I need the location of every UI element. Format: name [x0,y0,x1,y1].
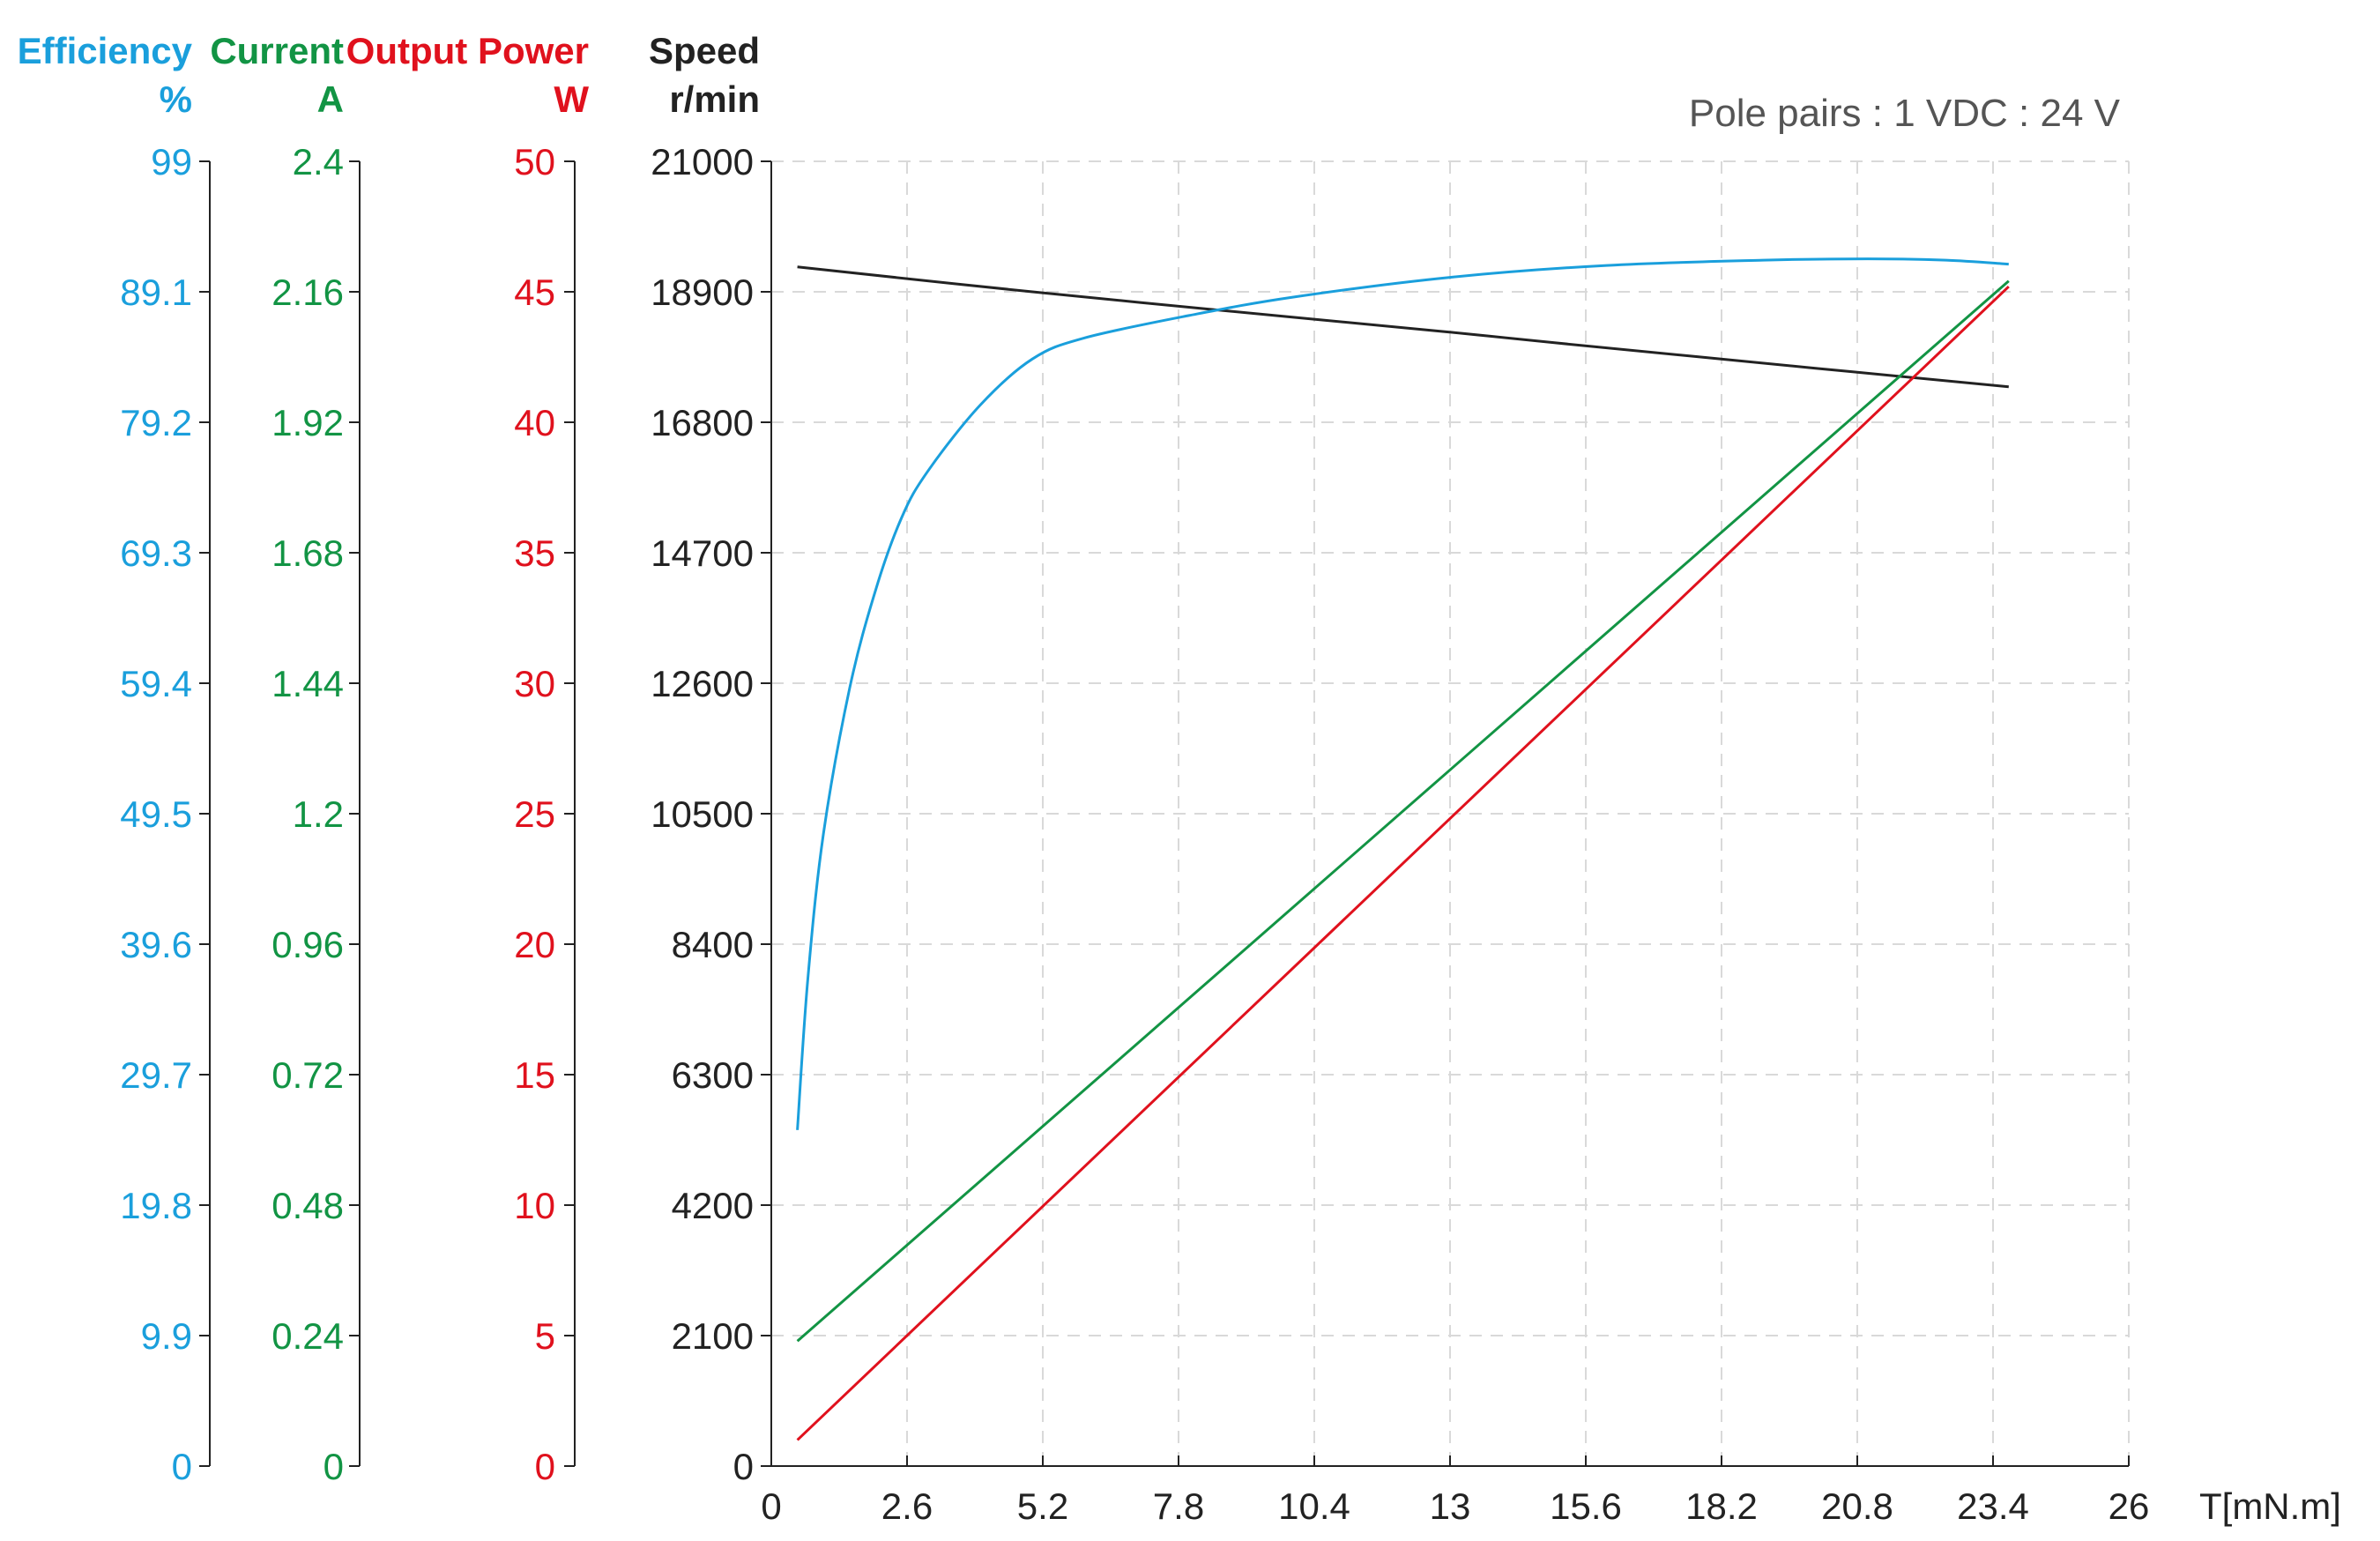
axes-layer [199,160,2130,1467]
current-tick-label: 2.4 [293,141,344,182]
power-tick-label: 20 [514,924,555,965]
x-axis-label: T[mN.m] [2199,1485,2341,1527]
power-tick-label: 10 [514,1185,555,1226]
x-tick-label: 23.4 [1957,1485,2029,1527]
current-tick-label: 0.96 [271,924,344,965]
speed-tick-label: 0 [733,1446,754,1487]
current-tick-label: 1.92 [271,402,344,443]
x-tick-label: 26 [2109,1485,2150,1527]
efficiency-tick-label: 9.9 [141,1315,192,1357]
current-tick-label: 1.44 [271,663,344,704]
current-tick-label: 0.24 [271,1315,344,1357]
efficiency-tick-label: 29.7 [120,1054,192,1096]
efficiency-tick-label: 59.4 [120,663,192,704]
efficiency-tick-label: 49.5 [120,793,192,835]
power-tick-label: 30 [514,663,555,704]
speed-tick-label: 6300 [672,1054,754,1096]
efficiency-tick-label: 0 [172,1446,192,1487]
speed-tick-label: 10500 [651,793,754,835]
x-tick-label: 7.8 [1153,1485,1204,1527]
power-tick-label: 0 [535,1446,555,1487]
efficiency-axis-unit: % [160,78,192,120]
speed-axis-unit: r/min [669,78,760,120]
power-tick-label: 5 [535,1315,555,1357]
speed-tick-label: 2100 [672,1315,754,1357]
speed-tick-label: 16800 [651,402,754,443]
speed-tick-label: 14700 [651,532,754,574]
speed-tick-label: 18900 [651,272,754,313]
speed-axis-title: Speed [649,30,760,71]
speed-tick-label: 8400 [672,924,754,965]
current-tick-label: 0.48 [271,1185,344,1226]
x-tick-label: 5.2 [1017,1485,1068,1527]
current-tick-label: 1.68 [271,532,344,574]
x-tick-label: 20.8 [1821,1485,1893,1527]
power-tick-label: 50 [514,141,555,182]
power-axis-unit: W [554,78,589,120]
x-tick-label: 18.2 [1685,1485,1758,1527]
current-axis-unit: A [317,78,344,120]
power-tick-label: 40 [514,402,555,443]
current-tick-label: 0 [324,1446,344,1487]
efficiency-tick-label: 39.6 [120,924,192,965]
efficiency-tick-label: 19.8 [120,1185,192,1226]
current-tick-label: 0.72 [271,1054,344,1096]
grid-layer [771,160,2130,1466]
chart-note: Pole pairs : 1 VDC : 24 V [1689,92,2121,135]
efficiency-tick-label: 79.2 [120,402,192,443]
x-tick-label: 0 [761,1485,781,1527]
x-tick-label: 10.4 [1278,1485,1350,1527]
efficiency-tick-label: 99 [151,141,192,182]
labels-layer: 0 2.6 5.2 7.8 10.4 13 15.6 18.2 20.8 23.4 26 T[mN.m… [18,30,2341,1527]
speed-tick-label: 21000 [651,141,754,182]
speed-series-line [797,265,2009,389]
current-axis-title: Current [210,30,344,71]
power-axis-title: Output Power [346,30,589,71]
power-series-line [796,286,2010,1441]
power-tick-label: 25 [514,793,555,835]
x-tick-label: 2.6 [881,1485,933,1527]
efficiency-tick-label: 69.3 [120,532,192,574]
current-tick-label: 2.16 [271,272,344,313]
x-tick-label: 13 [1430,1485,1471,1527]
efficiency-tick-label: 89.1 [120,272,192,313]
x-tick-label: 15.6 [1550,1485,1622,1527]
efficiency-axis-title: Efficiency [18,30,193,71]
speed-tick-label: 12600 [651,663,754,704]
power-tick-label: 45 [514,272,555,313]
speed-tick-label: 4200 [672,1185,754,1226]
current-tick-label: 1.2 [293,793,344,835]
power-tick-label: 15 [514,1054,555,1096]
efficiency-series-line [796,257,2009,1130]
power-tick-label: 35 [514,532,555,574]
series-layer [796,257,2010,1441]
current-series-line [796,279,2010,1343]
